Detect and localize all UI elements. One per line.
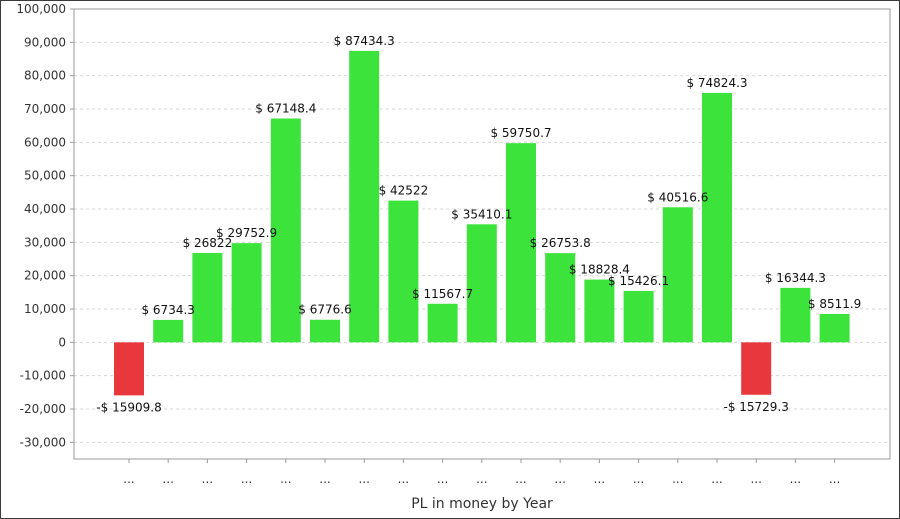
bar[interactable]: [584, 279, 615, 343]
bar-data-label: $ 67148.4: [255, 102, 316, 116]
x-tick-label: ...: [123, 472, 134, 486]
bar-data-label: $ 6734.3: [141, 303, 194, 317]
y-tick-label: -20,000: [20, 402, 66, 416]
x-tick-label: ...: [162, 472, 173, 486]
y-axis-ticks: -30,000 -20,000 -10,000 0 10,000 20,000 30,000…: [16, 2, 74, 449]
x-axis-ticks: ........................................…: [123, 459, 840, 486]
x-tick-label: ...: [554, 472, 565, 486]
x-axis-title: PL in money by Year: [411, 496, 553, 512]
bar-data-label: $ 59750.7: [490, 126, 551, 140]
x-tick-label: ...: [437, 472, 448, 486]
bar-data-label: $ 29752.9: [216, 226, 277, 240]
bar-data-label: $ 8511.9: [808, 297, 861, 311]
y-tick-label: 60,000: [24, 135, 66, 149]
bar[interactable]: [741, 342, 772, 395]
bar-data-label: $ 11567.7: [412, 287, 473, 301]
x-tick-label: ...: [476, 472, 487, 486]
bar[interactable]: [466, 224, 497, 343]
y-tick-label: 20,000: [24, 269, 66, 283]
bar-data-label: $ 6776.6: [298, 303, 351, 317]
x-tick-label: ...: [594, 472, 605, 486]
y-tick-label: 0: [58, 335, 66, 349]
y-tick-label: -10,000: [20, 369, 66, 383]
x-tick-label: ...: [750, 472, 761, 486]
bar[interactable]: [545, 253, 576, 343]
bar-data-label: -$ 15909.8: [96, 400, 161, 414]
x-tick-label: ...: [633, 472, 644, 486]
bar[interactable]: [231, 243, 262, 343]
y-tick-label: 30,000: [24, 235, 66, 249]
y-tick-label: -30,000: [20, 435, 66, 449]
x-tick-label: ...: [241, 472, 252, 486]
bar[interactable]: [270, 118, 301, 343]
y-tick-label: 70,000: [24, 102, 66, 116]
bar[interactable]: [506, 143, 536, 343]
x-tick-label: ...: [711, 472, 722, 486]
x-tick-label: ...: [202, 472, 213, 486]
x-tick-label: ...: [280, 472, 291, 486]
bar-data-label: $ 40516.6: [647, 190, 708, 204]
bar-data-label: $ 42522: [379, 184, 429, 198]
bar-data-label: $ 16344.3: [765, 271, 826, 285]
x-tick-label: ...: [829, 472, 840, 486]
bar[interactable]: [819, 313, 850, 343]
bar[interactable]: [388, 200, 419, 343]
data-labels: -$ 15909.8 $ 6734.3 $ 26822$ 29752.9 $ 6714…: [96, 34, 861, 414]
bar-data-label: $ 18828.4: [569, 263, 630, 277]
bar[interactable]: [153, 319, 184, 343]
bar[interactable]: [114, 342, 144, 396]
bar[interactable]: [662, 207, 693, 343]
plot-area-border: [73, 8, 891, 460]
bar[interactable]: [310, 319, 340, 343]
x-tick-label: ...: [358, 472, 369, 486]
bar-data-label: -$ 15729.3: [723, 400, 788, 414]
bar-data-label: $ 26822: [183, 236, 233, 250]
x-tick-label: ...: [319, 472, 330, 486]
bar[interactable]: [623, 290, 654, 343]
y-tick-label: 90,000: [24, 35, 66, 49]
y-tick-label: 10,000: [24, 302, 66, 316]
x-tick-label: ...: [672, 472, 683, 486]
bar-data-label: $ 26753.8: [530, 236, 591, 250]
bar[interactable]: [702, 92, 732, 343]
bar[interactable]: [780, 287, 811, 343]
y-tick-label: 100,000: [16, 2, 66, 16]
bars: [114, 50, 850, 396]
x-tick-label: ...: [398, 472, 409, 486]
y-tick-label: 40,000: [24, 202, 66, 216]
bar-data-label: $ 74824.3: [686, 76, 747, 90]
bar[interactable]: [427, 303, 458, 343]
x-tick-label: ...: [790, 472, 801, 486]
bar-data-label: $ 15426.1: [608, 274, 669, 288]
y-tick-label: 80,000: [24, 69, 66, 83]
bar[interactable]: [192, 252, 223, 343]
bar[interactable]: [349, 50, 380, 343]
x-tick-label: ...: [515, 472, 526, 486]
y-tick-label: 50,000: [24, 169, 66, 183]
bar-data-label: $ 35410.1: [451, 207, 512, 221]
bar-data-label: $ 87434.3: [334, 34, 395, 48]
